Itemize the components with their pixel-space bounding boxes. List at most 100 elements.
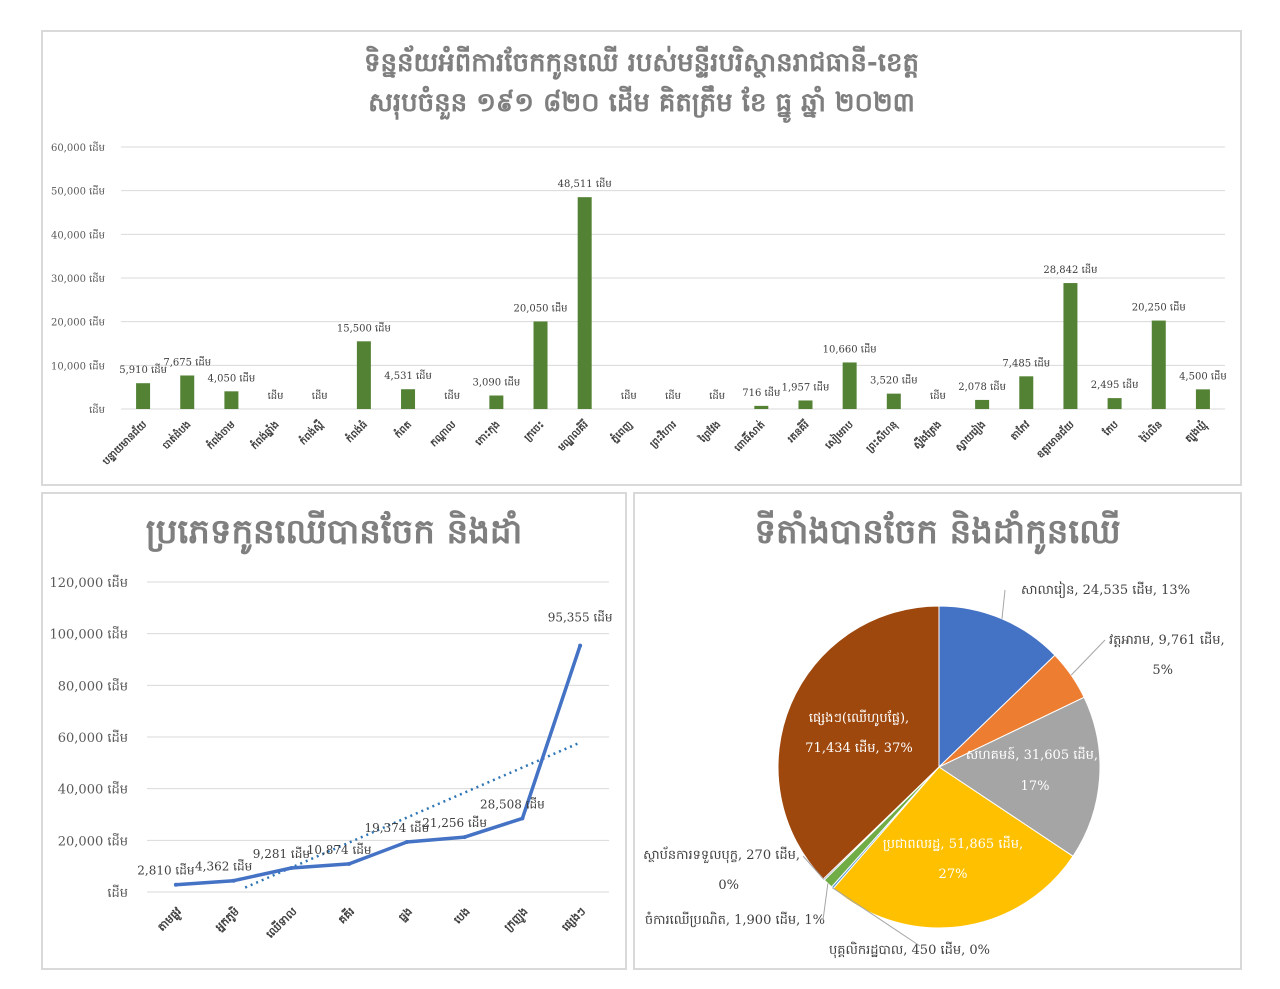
bar-data-label: ដើម bbox=[621, 389, 637, 402]
bar-data-label: ដើម bbox=[665, 389, 681, 402]
bar-data-label: 20,250 ដើម bbox=[1132, 301, 1186, 314]
bar-data-label: 4,500 ដើម bbox=[1179, 369, 1227, 382]
pie-leader-line bbox=[1070, 639, 1106, 676]
bar-data-label: 2,078 ដើម bbox=[958, 380, 1006, 393]
line-point bbox=[520, 816, 525, 821]
line-chart: ដើម 20,000 ដើម 40,000 ដើម 60,000 ដើម 80,000 … bbox=[49, 574, 613, 941]
bar-y-tick-label: 30,000 ដើម bbox=[51, 272, 105, 285]
line-category-label: គគីរ bbox=[335, 904, 358, 927]
bar-category-label: តាកែវ bbox=[1007, 417, 1032, 442]
bar-category-label: សៀមរាប bbox=[822, 417, 857, 452]
bar-category-label: កណ្តាល bbox=[428, 419, 458, 449]
bar bbox=[1019, 376, 1034, 409]
line-data-label: 9,281 ដើម bbox=[253, 846, 311, 861]
pie-leader-line bbox=[1001, 589, 1006, 619]
bar-category-label: បាត់ដំបង bbox=[159, 418, 193, 452]
bar-category-label: ប៉ៃលិន bbox=[1137, 418, 1165, 446]
pie-leader-line bbox=[832, 887, 921, 947]
pie-data-label: ស្ថាប័នការទទួលបុក្ខ, 270 ដើម, bbox=[643, 846, 800, 864]
bar-category-label: កំពង់ធំ bbox=[343, 417, 371, 445]
bar-y-tick-label: 20,000 ដើម bbox=[51, 316, 105, 329]
bar-chart-panel: ទិន្នន័យអំពីការចែកកូនឈើ របស់មន្ទីរបរិស្ថ… bbox=[41, 30, 1242, 486]
bar-category-label: មណ្ឌលគិរី bbox=[555, 417, 591, 453]
bar-y-tick-label: 50,000 ដើម bbox=[51, 185, 105, 198]
bar-data-label: 10,660 ដើម bbox=[823, 342, 877, 355]
pie-data-label: 5% bbox=[1152, 663, 1173, 678]
pie-data-label: ប្រជាពលរដ្ឋ, 51,865 ដើម, bbox=[883, 835, 1023, 852]
line-point bbox=[289, 866, 294, 871]
line-data-label: 95,355 ដើម bbox=[548, 610, 613, 625]
bar-data-label: 1,957 ដើម bbox=[782, 380, 830, 393]
bar-data-label: ដើម bbox=[930, 389, 946, 402]
bar-category-label: បន្ទាយមានជ័យ bbox=[100, 418, 150, 468]
bar-data-label: ដើម bbox=[268, 389, 284, 402]
bar-data-label: 716 ដើម bbox=[742, 386, 780, 399]
bar-category-label: កែប bbox=[1100, 417, 1122, 439]
pie-data-label: ចំការឈើប្រណិត, 1,900 ដើម, 1% bbox=[645, 911, 825, 928]
bar bbox=[886, 393, 901, 409]
pie-data-label: 17% bbox=[1021, 779, 1050, 794]
bar-category-label: ឧត្តរមានជ័យ bbox=[1034, 418, 1077, 461]
bar-y-tick-label: 10,000 ដើម bbox=[51, 359, 105, 372]
pie-data-label: ផ្សេងៗ(ឈើហូបផ្លែ), bbox=[809, 709, 909, 727]
pie-data-label: សហគមន៍, 31,605 ដើម, bbox=[966, 746, 1098, 763]
pie-data-label: សាលារៀន, 24,535 ដើម, 13% bbox=[1021, 581, 1190, 599]
pie-slice bbox=[938, 605, 1056, 769]
bar-data-label: 15,500 ដើម bbox=[337, 321, 391, 334]
line-category-label: អ្នកភូមិ bbox=[211, 904, 242, 935]
bar bbox=[533, 321, 548, 409]
bar-data-label: 2,495 ដើម bbox=[1091, 378, 1139, 391]
bar-category-label: ព្រៃវែង bbox=[696, 418, 724, 446]
line-category-label: ឈើទាល bbox=[263, 904, 300, 941]
bar-category-label: ព្រះវិហារ bbox=[647, 418, 679, 450]
pie-data-label: 27% bbox=[939, 867, 968, 882]
bar-category-label: ត្បូងឃ្មុំ bbox=[1182, 418, 1211, 447]
line-point bbox=[231, 878, 236, 883]
bar-data-label: ដើម bbox=[444, 389, 460, 402]
bar bbox=[975, 399, 990, 409]
line-data-label: 10,874 ដើម bbox=[307, 842, 372, 857]
bar-chart: ដើម 10,000 ដើម 20,000 ដើម 30,000 ដើម 40,000 … bbox=[51, 141, 1227, 468]
line-category-label: ផ្សេងៗ bbox=[559, 905, 588, 934]
line-trendline bbox=[244, 741, 581, 889]
line-series bbox=[175, 645, 582, 887]
line-category-label: ធ្នង bbox=[396, 905, 415, 924]
line-y-tick-label: 100,000 ដើម bbox=[49, 626, 128, 643]
bar bbox=[136, 383, 151, 409]
bar-data-label: 7,485 ដើម bbox=[1002, 356, 1050, 369]
bar-chart-title-line1: ទិន្នន័យអំពីការចែកកូនឈើ របស់មន្ទីរបរិស្ថ… bbox=[364, 48, 919, 78]
line-y-tick-label: 40,000 ដើម bbox=[58, 781, 128, 798]
bar-category-label: កំពត bbox=[392, 418, 415, 441]
bar bbox=[1063, 283, 1078, 409]
bar-data-label: 3,520 ដើម bbox=[870, 374, 918, 387]
line-data-label: 21,256 ដើម bbox=[422, 815, 487, 830]
bar-category-label: ព្រះសីហនុ bbox=[863, 418, 901, 456]
line-data-label: 4,362 ដើម bbox=[195, 859, 253, 874]
bar bbox=[356, 341, 371, 409]
bar-category-label: កោះកុង bbox=[474, 419, 504, 449]
line-chart-panel: ប្រភេទកូនឈើបានចែក និងដាំ ដើម 20,000 ដើម 40… bbox=[41, 492, 627, 970]
bar-category-label: ស្វាយរៀង bbox=[952, 418, 989, 455]
bar bbox=[1151, 320, 1166, 409]
line-data-label: 19,374 ដើម bbox=[364, 820, 429, 835]
line-point bbox=[173, 882, 178, 887]
bar bbox=[401, 389, 416, 409]
bar-data-label: ដើម bbox=[312, 389, 328, 402]
line-y-tick-label: 80,000 ដើម bbox=[58, 677, 128, 694]
bar-data-label: 7,675 ដើម bbox=[163, 355, 211, 368]
pie-chart-panel: ទីតាំងបានចែក និងដាំកូនឈើ សាលារៀន, 24,535… bbox=[633, 492, 1242, 970]
bar-category-label: កំពង់ចាម bbox=[204, 417, 238, 451]
pie-slice bbox=[937, 696, 1101, 857]
bar-data-label: 3,090 ដើម bbox=[473, 376, 521, 389]
line-category-label: បេង bbox=[451, 905, 473, 927]
bar-chart-title-line2: សរុបចំនួន ១៩១ ៨២០ ដើម គិតត្រឹម ខែ ធ្នូ ឆ… bbox=[368, 88, 915, 118]
bar bbox=[754, 405, 769, 409]
bar-data-label: ដើម bbox=[709, 389, 725, 402]
bar bbox=[1195, 389, 1210, 409]
pie-slice bbox=[832, 766, 1074, 929]
bar bbox=[577, 197, 592, 409]
bar-category-label: ក្រចេះ bbox=[522, 419, 546, 443]
bar bbox=[489, 395, 504, 409]
bar-data-label: 4,050 ដើម bbox=[208, 371, 256, 384]
pie-slice bbox=[777, 605, 940, 880]
